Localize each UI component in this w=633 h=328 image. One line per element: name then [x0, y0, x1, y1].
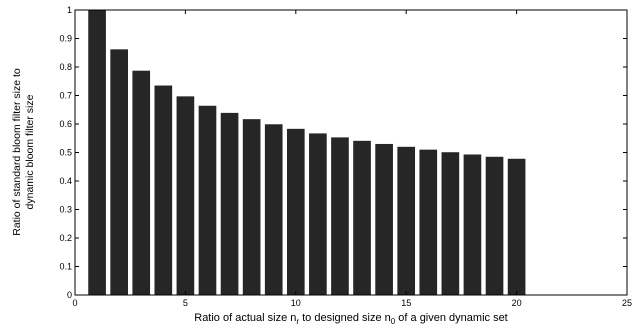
y-axis-title-line-1: Ratio of standard bloom filter size to [11, 68, 23, 236]
bar-9 [264, 124, 283, 295]
bar-17 [441, 152, 460, 295]
bar-18 [463, 154, 482, 295]
bar-14 [375, 143, 393, 295]
y-tick-label-1: 1 [67, 5, 72, 15]
y-tick-label-0.5: 0.5 [59, 148, 72, 158]
bar-12 [331, 137, 349, 295]
x-axis-title: Ratio of actual size nr to designed size… [194, 312, 508, 326]
bar-4 [154, 85, 173, 295]
bar-10 [286, 128, 305, 295]
bar-5 [176, 96, 195, 295]
x-tick-label-10: 10 [291, 298, 301, 308]
bar-13 [353, 140, 371, 295]
x-tick-label-5: 5 [183, 298, 188, 308]
x-axis-ticks: 0 5 10 15 20 25 [72, 10, 632, 308]
y-tick-label-0.8: 0.8 [59, 62, 72, 72]
y-tick-label-0.2: 0.2 [59, 233, 72, 243]
y-axis-ticks: 0 0.1 0.2 0.3 0.4 0.5 0.6 0.7 0.8 0.9 1 [59, 5, 627, 300]
bar-15 [397, 146, 416, 295]
y-tick-label-0.3: 0.3 [59, 205, 72, 215]
y-tick-label-0.1: 0.1 [59, 262, 72, 272]
x-tick-label-25: 25 [622, 298, 632, 308]
y-tick-label-0.7: 0.7 [59, 91, 72, 101]
bar-7 [220, 112, 239, 295]
bar-3 [132, 70, 151, 295]
y-tick-label-0.9: 0.9 [59, 34, 72, 44]
bar-16 [419, 149, 438, 295]
bar-1 [88, 10, 106, 295]
bar-2 [110, 49, 128, 295]
x-tick-label-0: 0 [72, 298, 77, 308]
y-tick-label-0.6: 0.6 [59, 119, 72, 129]
x-tick-label-15: 15 [401, 298, 411, 308]
bar-11 [309, 133, 327, 295]
bar-8 [242, 119, 261, 295]
x-tick-label-20: 20 [512, 298, 522, 308]
y-tick-label-0: 0 [67, 290, 72, 300]
y-axis-title-line-2: dynamic bloom filter size [24, 94, 36, 209]
bar-20 [507, 158, 526, 295]
y-axis-title: Ratio of standard bloom filter size to d… [11, 68, 36, 236]
bar-19 [485, 156, 504, 295]
y-tick-label-0.4: 0.4 [59, 176, 72, 186]
bars-group [88, 10, 526, 295]
bar-6 [198, 105, 217, 295]
